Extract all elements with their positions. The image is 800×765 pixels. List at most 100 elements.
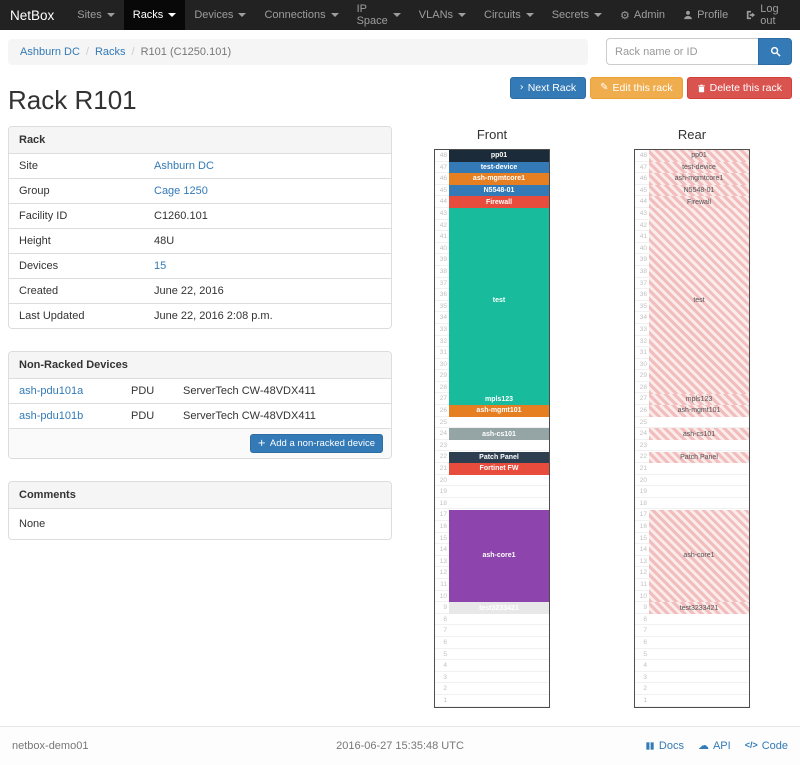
rack-device-rear[interactable]: ash-cs101 (649, 428, 749, 440)
caret-down-icon (392, 13, 401, 17)
caret-down-icon (458, 13, 467, 17)
rack-device-rear[interactable]: N5548-01 (649, 184, 749, 197)
rack-unit-slot: 6 (635, 637, 749, 649)
breadcrumb-item: R101 (C1250.101) (140, 45, 232, 58)
footer-link-api[interactable]: ☁ API (698, 740, 731, 752)
nonracked-device-row: ash-pdu101b PDU ServerTech CW-48VDX411 (9, 404, 391, 429)
nav-item-connections[interactable]: Connections (255, 0, 347, 30)
attr-value[interactable]: Cage 1250 (154, 185, 208, 197)
unit-number: 9 (643, 604, 647, 612)
rack-device-front[interactable]: pp01 (449, 150, 549, 162)
nav-item-ip-space[interactable]: IP Space (348, 0, 410, 30)
brand-logo[interactable]: NetBox (10, 7, 55, 23)
nav-item-sites[interactable]: Sites (68, 0, 123, 30)
rack-device-front[interactable]: mpls123 (449, 393, 549, 406)
unit-number: 5 (443, 650, 447, 658)
unit-number: 10 (639, 592, 647, 600)
rack-device-rear[interactable]: mpls123 (649, 393, 749, 406)
rack-device-rear[interactable]: Firewall (649, 196, 749, 208)
rack-device-rear[interactable]: test (649, 208, 749, 394)
nav-item-secrets[interactable]: Secrets (543, 0, 611, 30)
rack-unit-slot: 19 (435, 486, 549, 498)
rack-unit-slot: 1 (635, 695, 749, 707)
rack-unit-slot: 6 (435, 637, 549, 649)
rack-device-front[interactable]: Fortinet FW (449, 463, 549, 475)
unit-number: 4 (643, 662, 647, 670)
caret-down-icon (594, 13, 602, 17)
nav-item-circuits[interactable]: Circuits (475, 0, 543, 30)
rack-device-rear[interactable]: ash-core1 (649, 509, 749, 603)
device-type: ServerTech CW-48VDX411 (183, 410, 316, 422)
footer-link-label: API (712, 739, 731, 752)
unit-number: 7 (443, 627, 447, 635)
unit-number: 8 (443, 615, 447, 623)
rack-attributes: Site Ashburn DC Group Cage 1250 Facility ID C… (9, 154, 391, 328)
rack-attr-row: Group Cage 1250 (9, 179, 391, 204)
rack-device-front[interactable]: ash-cs101 (449, 428, 549, 440)
search-input[interactable] (606, 38, 758, 65)
unit-number: 14 (439, 546, 447, 554)
rack-elevations: Front 48 47 46 45 44 43 42 41 40 39 38 37 36 35 34 33 32… (392, 126, 792, 708)
nav-item-label: Secrets (551, 9, 589, 21)
nonracked-device-row: ash-pdu101a PDU ServerTech CW-48VDX411 (9, 379, 391, 404)
footer-links: Docs ☁ API </> Code (529, 740, 788, 752)
rack-device-front[interactable]: Patch Panel (449, 451, 549, 464)
device-name-link[interactable]: ash-pdu101a (19, 385, 84, 397)
cloud-icon: ☁ (697, 739, 709, 752)
add-nonracked-device-label: Add a non-racked device (269, 438, 375, 449)
rack-device-rear[interactable]: Patch Panel (649, 451, 749, 464)
footer-link-docs[interactable]: Docs (645, 740, 684, 752)
nav-log-out[interactable]: Log out (737, 0, 792, 30)
nav-item-racks[interactable]: Racks (123, 0, 186, 30)
add-nonracked-device-button[interactable]: + Add a non-racked device (249, 434, 383, 453)
footer-link-code[interactable]: </> Code (745, 740, 788, 752)
unit-number: 19 (639, 488, 647, 496)
rack-device-front[interactable]: test-device (449, 161, 549, 174)
breadcrumb-item[interactable]: Ashburn DC (20, 45, 80, 58)
rack-device-front[interactable]: ash-mgmtcore1 (449, 173, 549, 185)
nonracked-panel: Non-Racked Devices ash-pdu101a PDU ServerT… (8, 351, 392, 459)
unit-number: 4 (443, 662, 447, 670)
attr-value[interactable]: Ashburn DC (154, 160, 214, 172)
rack-device-front[interactable]: test (449, 208, 549, 394)
rack-device-rear[interactable]: test-device (649, 161, 749, 174)
page-footer: netbox-demo01 2016-06-27 15:35:48 UTC Do… (0, 725, 800, 765)
rack-device-front[interactable]: test3233421 (449, 602, 549, 614)
unit-number: 5 (643, 650, 647, 658)
device-name-link[interactable]: ash-pdu101b (19, 410, 84, 422)
search-button[interactable] (758, 38, 792, 65)
rack-unit-slot: 1 (435, 695, 549, 707)
attr-value[interactable]: 15 (154, 260, 167, 272)
caret-down-icon (238, 13, 247, 17)
delete-rack-button[interactable]: Delete this rack (686, 77, 792, 99)
footer-hostname: netbox-demo01 (12, 739, 89, 752)
breadcrumb-item[interactable]: Racks (94, 45, 126, 58)
rack-attr-row: Created June 22, 2016 (9, 279, 391, 304)
rack-device-rear[interactable]: pp01 (649, 150, 749, 162)
unit-number: 15 (639, 534, 647, 542)
rack-device-rear[interactable]: test3233421 (649, 602, 749, 614)
nav-profile[interactable]: Profile (674, 0, 737, 30)
nav-item-devices[interactable]: Devices (185, 0, 255, 30)
rack-device-rear[interactable]: ash-mgmtcore1 (649, 173, 749, 185)
unit-number: 23 (439, 441, 447, 449)
rack-unit-slot: 23 (435, 440, 549, 452)
unit-number: 35 (439, 302, 447, 310)
gear-icon: ⚙ (620, 8, 630, 22)
unit-number: 30 (639, 360, 647, 368)
nav-admin[interactable]: ⚙ Admin (611, 0, 674, 30)
rack-attr-row: Height 48U (9, 229, 391, 254)
attr-label: Devices (19, 260, 59, 272)
unit-number: 27 (439, 395, 447, 403)
next-rack-button[interactable]: › Next Rack (509, 77, 587, 99)
rack-device-front[interactable]: Firewall (449, 196, 549, 208)
rack-device-rear[interactable]: ash-mgmt101 (649, 405, 749, 417)
unit-number: 28 (639, 383, 647, 391)
rack-device-front[interactable]: N5548-01 (449, 184, 549, 197)
nav-item-vlans[interactable]: VLANs (410, 0, 475, 30)
edit-rack-button[interactable]: ✎ Edit this rack (590, 77, 683, 99)
rack-device-front[interactable]: ash-mgmt101 (449, 405, 549, 417)
rack-device-front[interactable]: ash-core1 (449, 509, 549, 603)
unit-number: 15 (439, 534, 447, 542)
unit-number: 1 (443, 696, 447, 704)
